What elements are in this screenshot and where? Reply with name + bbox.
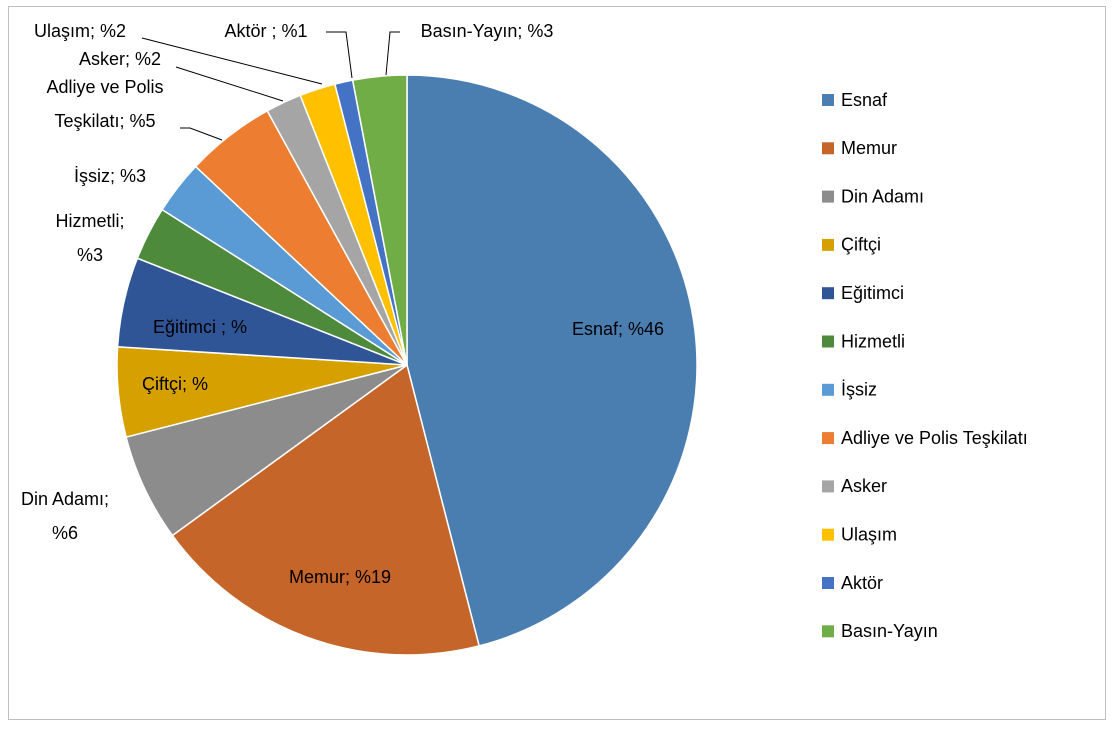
data-label-line: Din Adamı;: [21, 489, 109, 509]
pie-slice: [171, 363, 481, 656]
legend-swatch: [822, 238, 834, 251]
data-label-line: Hizmetli;: [55, 211, 124, 231]
data-label-line: Asker; %2: [79, 49, 161, 69]
leader-line: [326, 31, 353, 79]
legend-label: Asker: [841, 476, 887, 496]
legend-label: Aktör: [841, 573, 883, 593]
legend-swatch: [822, 335, 834, 348]
legend-label: İşsiz: [841, 380, 877, 400]
legend-label: Ulaşım: [841, 524, 897, 544]
data-label-line: %6: [52, 523, 78, 543]
legend-label: Memur: [841, 138, 897, 158]
data-label-line: Aktör ; %1: [224, 21, 307, 41]
data-label: Hizmetli; %3: [55, 211, 124, 265]
legend-swatch: [822, 432, 834, 445]
legend-swatch: [822, 94, 834, 106]
pie-slice: [351, 74, 408, 366]
legend-swatch: [822, 528, 834, 541]
legend-label: Çiftçi: [841, 235, 881, 255]
data-label: Eğitimci ; %: [153, 317, 247, 337]
data-label: Memur; %19: [289, 567, 391, 587]
legend-swatch: [822, 383, 834, 396]
data-label: Asker; %2: [79, 49, 161, 69]
legend-swatch: [822, 480, 834, 493]
data-label: Esnaf; %46: [572, 319, 664, 339]
data-label-line: Ulaşım; %2: [34, 21, 126, 41]
legend-label: Hizmetli: [841, 331, 905, 351]
data-label: Ulaşım; %2: [34, 21, 126, 41]
legend-swatch: [822, 142, 834, 155]
leader-line: [180, 127, 223, 141]
data-label-line: Esnaf; %46: [572, 319, 664, 339]
legend-label: Adliye ve Polis Teşkilatı: [841, 428, 1028, 448]
data-label-line: %3: [77, 245, 103, 265]
data-label-line: Memur; %19: [289, 567, 391, 587]
data-label: Basın-Yayın; %3: [421, 21, 554, 41]
legend-label: Esnaf: [841, 90, 888, 110]
data-label: Din Adamı; %6: [21, 489, 109, 543]
legend-swatch: [822, 190, 834, 203]
leader-line: [141, 37, 323, 85]
slices: [116, 74, 698, 656]
leader-line: [385, 31, 400, 76]
data-label-line: Çiftçi; %: [142, 374, 208, 394]
data-label-line: Basın-Yayın; %3: [421, 21, 554, 41]
data-label: Aktör ; %1: [224, 21, 307, 41]
data-label: Adliye ve Polis Teşkilatı; %5: [46, 77, 163, 131]
legend: Esnaf Memur Din Adamı Çiftçi Eğitimci Hizmetl…: [822, 90, 1028, 641]
data-label: Çiftçi; %: [142, 374, 208, 394]
data-label: İşsiz; %3: [74, 166, 146, 186]
legend-label: Basın-Yayın: [841, 621, 938, 641]
leader-line: [175, 66, 284, 102]
pie-slice: [406, 74, 698, 647]
data-label-line: İşsiz; %3: [74, 166, 146, 186]
leader-lines: [141, 31, 400, 141]
legend-swatch: [822, 577, 834, 589]
data-label-line: Teşkilatı; %5: [54, 111, 155, 131]
data-label-line: Eğitimci ; %: [153, 317, 247, 337]
legend-label: Din Adamı: [841, 186, 924, 206]
data-label-line: Adliye ve Polis: [46, 77, 163, 97]
legend-swatch: [822, 625, 834, 638]
legend-label: Eğitimci: [841, 283, 904, 303]
legend-swatch: [822, 287, 834, 300]
